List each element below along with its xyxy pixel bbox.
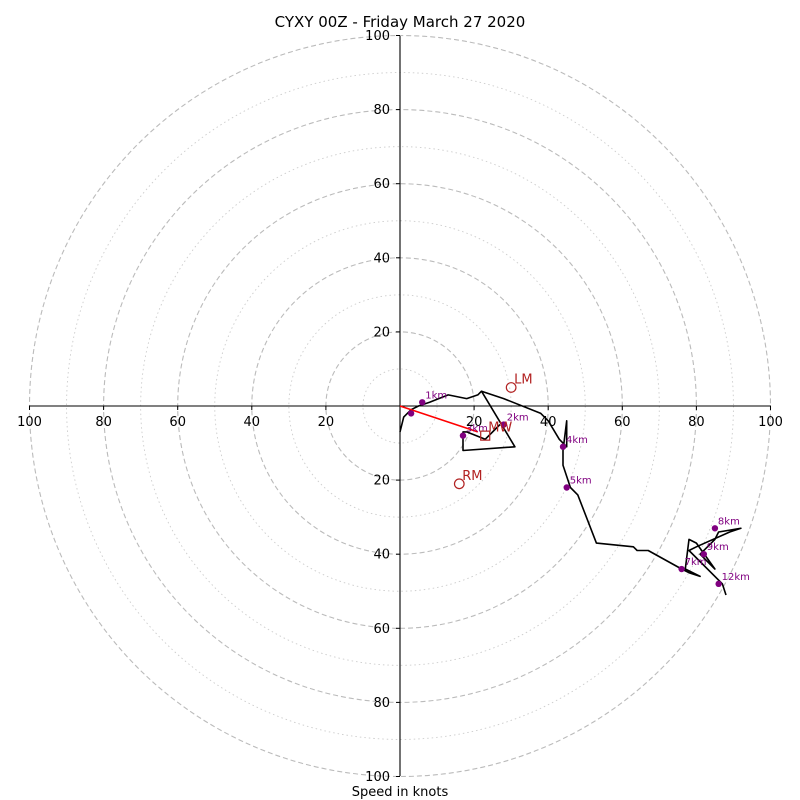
motion-label: LM: [514, 372, 532, 387]
height-points: 1km 2km 3km 4km 5km 7km 8km 9km 12km: [407, 390, 750, 588]
height-point: [407, 410, 415, 417]
height-point: [711, 525, 719, 532]
x-tick-label: 20: [318, 415, 335, 430]
x-tick-label: 40: [540, 415, 557, 430]
height-label: 12km: [722, 572, 750, 583]
x-tick-label: 20: [466, 415, 483, 430]
y-tick-label: 20: [373, 325, 390, 340]
x-tick-label: 100: [17, 415, 42, 430]
y-tick-label: 60: [373, 177, 390, 192]
x-tick-label: 80: [95, 415, 112, 430]
y-tick-label: 80: [373, 696, 390, 711]
height-label: 5km: [570, 476, 592, 487]
rm-motion-marker: [453, 478, 465, 490]
motion-label: RM: [462, 469, 482, 484]
hodograph-trace: [399, 390, 742, 596]
height-point: [500, 421, 507, 428]
y-tick-label: 40: [373, 548, 390, 563]
height-point: [715, 580, 722, 588]
y-tick-label: 60: [373, 622, 390, 637]
height-label: 2km: [507, 413, 529, 424]
shear-vector-line: [399, 405, 479, 433]
chart-title: CYXY 00Z - Friday March 27 2020: [275, 13, 526, 31]
x-axis-label: Speed in knots: [352, 785, 449, 800]
y-tick-label: 40: [373, 251, 390, 266]
x-tick-label: 80: [688, 415, 705, 430]
hodograph-trace-segment: [462, 390, 516, 452]
lm-motion-marker: [505, 382, 517, 393]
height-point: [419, 399, 426, 406]
height-label: 8km: [718, 516, 740, 527]
y-tick-label: 100: [365, 29, 390, 44]
motion-label: MW: [488, 421, 512, 436]
height-point: [559, 443, 567, 450]
height-point: [700, 551, 708, 558]
mean-wind-marker: [480, 430, 491, 441]
hodograph-lines: [399, 390, 742, 596]
height-point: [459, 432, 467, 439]
x-tick-label: 60: [169, 415, 186, 430]
tick-labels: 100 80 60 40 20 20 40 60 80 100 100 80 60 40 20 20 40 60 8…: [17, 29, 783, 785]
y-tick-label: 100: [365, 770, 390, 785]
height-label: 1km: [425, 390, 447, 401]
height-label: 4km: [566, 435, 588, 446]
height-point: [678, 565, 685, 573]
storm-motion-markers: LM RM MW: [453, 372, 533, 490]
y-tick-label: 80: [373, 103, 390, 118]
height-point: [563, 484, 570, 491]
height-label: 9km: [707, 542, 729, 553]
x-tick-label: 60: [614, 415, 631, 430]
x-tick-label: 100: [758, 415, 783, 430]
height-label: 7km: [685, 557, 707, 568]
x-tick-label: 40: [244, 415, 261, 430]
y-tick-label: 20: [373, 474, 390, 489]
height-label: 3km: [466, 424, 488, 435]
